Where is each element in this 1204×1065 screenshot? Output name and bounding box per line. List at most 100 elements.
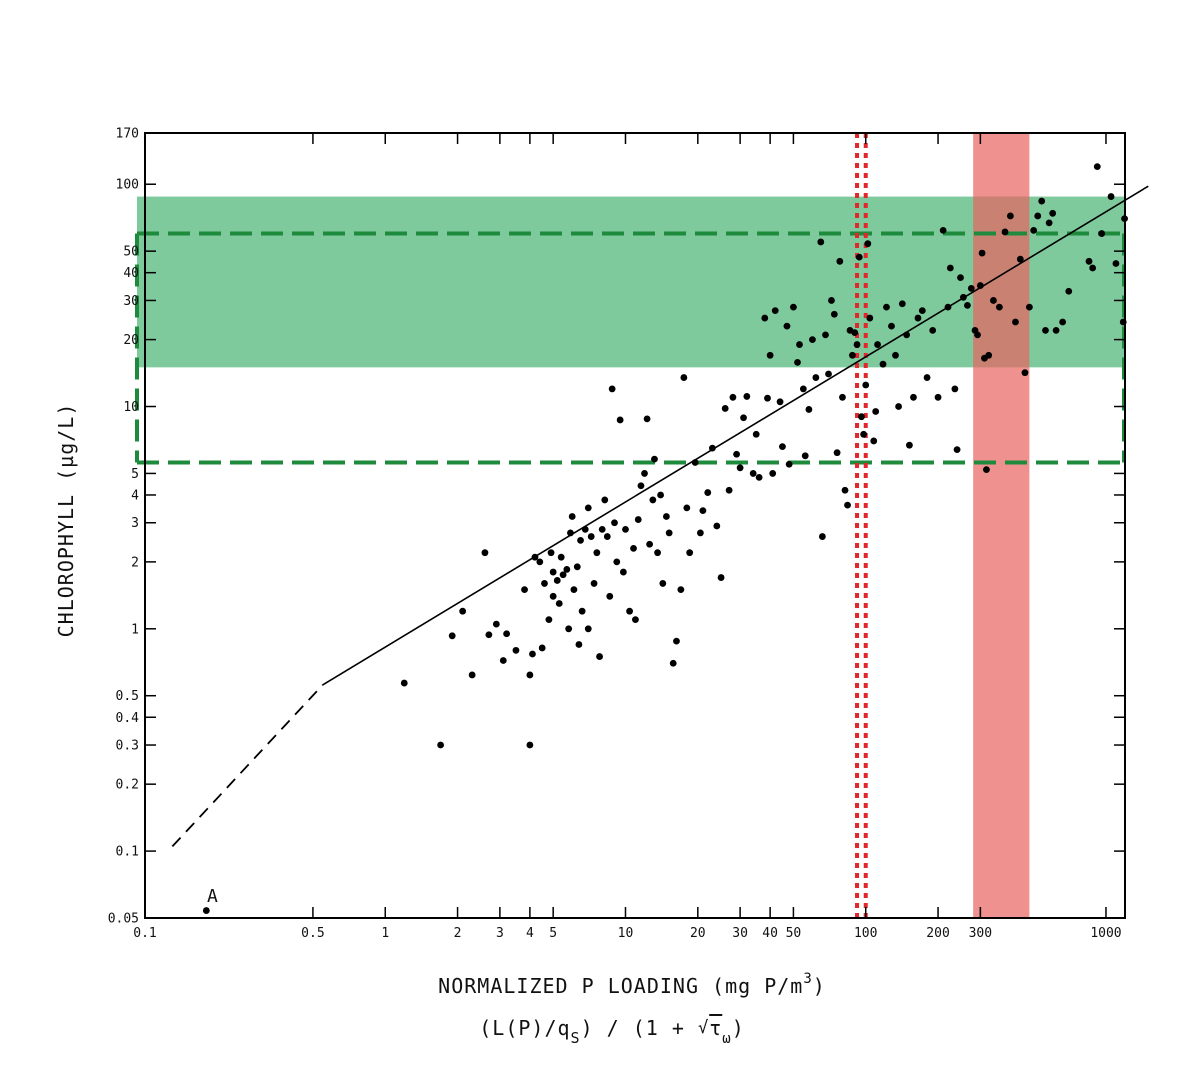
data-point xyxy=(923,374,931,381)
data-point xyxy=(529,650,536,658)
data-point xyxy=(939,226,947,234)
data-point xyxy=(559,571,567,579)
data-point xyxy=(202,907,210,914)
y-tick-label: 0.1 xyxy=(116,845,139,860)
y-tick-label: 0.4 xyxy=(116,711,140,726)
data-point xyxy=(776,398,784,406)
data-point xyxy=(565,625,573,633)
data-point xyxy=(601,496,609,504)
data-point xyxy=(547,549,555,557)
regression-line-dashed xyxy=(171,684,324,847)
data-point xyxy=(848,351,856,359)
data-point xyxy=(883,303,890,311)
data-point xyxy=(717,574,725,581)
x-axis-title-close: ) xyxy=(813,974,826,998)
x-tick-label: 1000 xyxy=(1090,926,1121,941)
xsub-part2: S xyxy=(571,1029,581,1047)
data-point xyxy=(888,322,895,330)
data-point xyxy=(1059,318,1067,326)
data-point xyxy=(779,443,786,451)
y-tick-label: 100 xyxy=(116,178,139,193)
data-point xyxy=(953,446,961,453)
data-point xyxy=(1045,219,1053,227)
data-point xyxy=(1052,326,1060,334)
data-point xyxy=(485,631,493,639)
data-point xyxy=(1030,226,1038,234)
data-point xyxy=(634,516,642,523)
data-point xyxy=(812,374,820,381)
y-tick-label: 3 xyxy=(131,516,139,531)
data-point xyxy=(879,360,887,368)
data-point xyxy=(749,470,757,477)
y-tick-label: 0.5 xyxy=(116,689,139,704)
data-point xyxy=(898,300,906,308)
data-point xyxy=(699,507,707,515)
data-point xyxy=(526,741,534,749)
xsub-part4: √ xyxy=(698,1018,709,1038)
green-band xyxy=(137,196,1125,368)
data-point xyxy=(830,310,838,318)
x-tick-label: 40 xyxy=(762,926,778,941)
data-point xyxy=(983,466,990,474)
data-point xyxy=(521,586,528,594)
data-point xyxy=(641,470,648,477)
x-tick-label: 200 xyxy=(926,926,949,941)
data-point xyxy=(974,331,981,339)
data-point xyxy=(951,385,959,393)
data-point xyxy=(910,393,917,401)
data-point xyxy=(448,632,456,640)
data-point xyxy=(1012,318,1019,326)
data-point xyxy=(740,414,747,422)
data-point xyxy=(669,659,677,667)
data-point xyxy=(713,522,721,530)
data-point xyxy=(587,533,595,540)
data-point xyxy=(683,504,691,512)
data-point xyxy=(783,322,791,330)
data-point xyxy=(755,473,763,481)
data-point xyxy=(1001,228,1009,236)
data-point xyxy=(499,657,507,664)
x-tick-label: 1 xyxy=(381,926,389,941)
points-layer xyxy=(202,163,1128,914)
data-point xyxy=(872,408,880,415)
data-point xyxy=(1065,287,1073,295)
y-tick-label: 0.05 xyxy=(108,912,139,927)
regression-line-solid xyxy=(322,185,1149,686)
data-point xyxy=(836,257,844,265)
data-point xyxy=(892,351,899,359)
data-point xyxy=(630,544,637,552)
data-point xyxy=(492,620,500,628)
xsub-part1: (L(P)/q xyxy=(479,1016,570,1040)
data-point xyxy=(619,568,627,576)
data-point xyxy=(764,394,771,402)
x-tick-label: 5 xyxy=(549,926,557,941)
data-point xyxy=(785,460,793,468)
data-point xyxy=(577,536,584,544)
data-point xyxy=(651,455,658,463)
data-point xyxy=(860,430,868,438)
data-point xyxy=(1089,264,1097,272)
data-point xyxy=(654,549,661,557)
regression-layer xyxy=(171,185,1149,847)
data-point xyxy=(1107,193,1115,200)
data-point xyxy=(541,580,548,587)
data-point xyxy=(914,314,922,322)
data-point xyxy=(632,616,639,623)
data-point xyxy=(1006,212,1014,220)
data-point xyxy=(643,415,651,423)
data-point xyxy=(794,358,801,366)
data-point xyxy=(805,406,813,413)
data-point xyxy=(1025,303,1033,311)
data-point xyxy=(622,526,629,533)
data-point xyxy=(799,385,807,393)
data-point xyxy=(570,586,578,594)
data-point xyxy=(844,501,851,509)
data-point xyxy=(828,297,835,304)
data-point xyxy=(598,526,606,533)
data-point xyxy=(721,405,729,412)
data-point xyxy=(611,519,618,527)
x-axis-title: NORMALIZED P LOADING (mg P/m3) xyxy=(438,971,826,998)
data-point xyxy=(978,249,986,257)
data-point xyxy=(553,577,561,584)
y-tick-label: 5 xyxy=(131,467,139,482)
